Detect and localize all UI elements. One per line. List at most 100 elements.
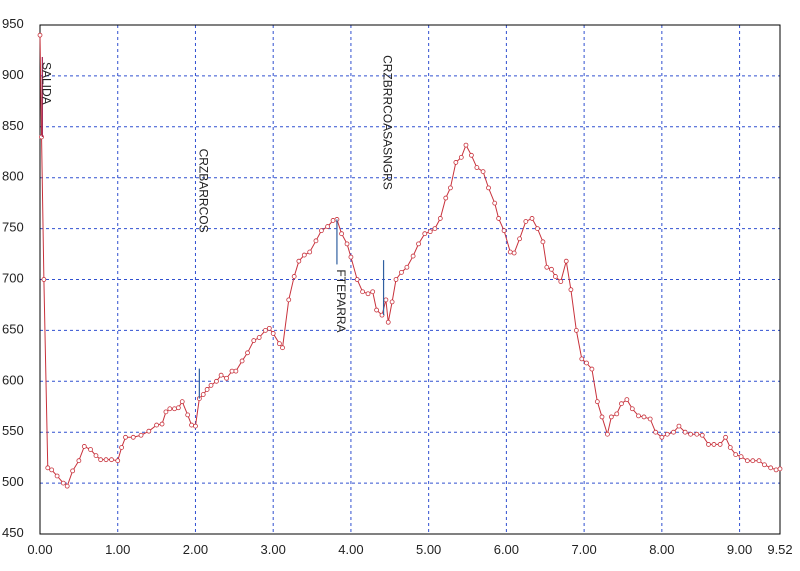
profile-point xyxy=(694,431,700,437)
profile-point xyxy=(492,200,498,206)
profile-point xyxy=(399,269,404,275)
profile-point xyxy=(443,195,449,201)
profile-point xyxy=(744,458,750,464)
profile-point xyxy=(270,331,276,336)
profile-point xyxy=(453,160,459,165)
profile-point xyxy=(81,444,87,449)
profile-point xyxy=(723,434,728,440)
profile-point xyxy=(214,378,219,384)
profile-point xyxy=(385,319,391,325)
profile-point xyxy=(682,429,688,435)
profile-point xyxy=(64,483,70,489)
profile-point xyxy=(280,345,285,351)
profile-point xyxy=(653,429,659,435)
profile-point xyxy=(193,423,198,429)
profile-point xyxy=(568,287,574,293)
profile-point xyxy=(344,241,350,247)
profile-point xyxy=(540,239,546,245)
profile-point xyxy=(251,338,257,343)
profile-point xyxy=(325,224,331,229)
profile-point xyxy=(474,165,480,170)
profile-point xyxy=(37,32,43,38)
profile-point xyxy=(41,277,47,282)
profile-point xyxy=(93,453,99,459)
profile-point xyxy=(664,431,670,437)
y-tick-label: 550 xyxy=(2,423,24,438)
x-tick-label: 7.00 xyxy=(571,542,596,557)
profile-point xyxy=(463,142,469,148)
x-tick-label: 9.52 xyxy=(767,542,792,557)
profile-point xyxy=(277,341,282,347)
profile-point xyxy=(544,264,550,270)
profile-point xyxy=(109,457,114,463)
profile-point xyxy=(688,431,694,437)
profile-point xyxy=(410,253,416,259)
profile-point xyxy=(167,406,173,412)
y-tick-label: 750 xyxy=(2,220,24,235)
x-tick-label: 0.00 xyxy=(27,542,52,557)
profile-point xyxy=(706,442,711,447)
profile-point xyxy=(185,412,191,418)
y-tick-label: 950 xyxy=(2,16,24,31)
x-tick-label: 3.00 xyxy=(261,542,286,557)
profile-point xyxy=(296,258,302,264)
profile-point xyxy=(291,274,297,279)
profile-point xyxy=(189,422,194,428)
profile-point xyxy=(599,414,605,420)
profile-point xyxy=(733,452,739,457)
profile-point xyxy=(624,397,630,403)
profile-point xyxy=(511,250,517,256)
profile-point xyxy=(659,434,665,440)
y-tick-label: 800 xyxy=(2,169,24,184)
profile-point xyxy=(218,372,224,378)
profile-point xyxy=(416,241,421,247)
profile-point xyxy=(584,360,589,366)
profile-point xyxy=(549,266,554,272)
profile-point xyxy=(60,480,66,486)
profile-point xyxy=(266,325,272,331)
profile-point xyxy=(374,307,379,313)
profile-point xyxy=(348,254,354,260)
profile-point xyxy=(432,226,438,232)
x-tick-label: 5.00 xyxy=(416,542,441,557)
profile-point xyxy=(699,432,705,438)
profile-point xyxy=(370,289,376,295)
profile-point xyxy=(629,406,635,412)
profile-point xyxy=(224,375,229,381)
profile-point xyxy=(738,454,744,460)
profile-point xyxy=(422,231,428,237)
profile-point xyxy=(130,434,136,440)
profile-point xyxy=(619,401,624,407)
profile-point xyxy=(389,299,395,305)
profile-point xyxy=(579,356,585,362)
profile-point xyxy=(777,466,783,472)
x-tick-label: 2.00 xyxy=(183,542,208,557)
profile-point xyxy=(756,458,762,464)
profile-point xyxy=(245,350,250,356)
profile-point xyxy=(301,252,307,258)
profile-point xyxy=(563,258,569,264)
profile-point xyxy=(76,458,82,464)
profile-point xyxy=(383,297,389,303)
profile-point xyxy=(486,185,491,191)
profile-point xyxy=(318,228,324,234)
profile-point xyxy=(717,442,723,447)
profile-point xyxy=(573,327,579,333)
plot-frame xyxy=(39,24,781,535)
profile-point xyxy=(146,428,152,434)
y-tick-label: 600 xyxy=(2,372,24,387)
profile-point xyxy=(711,442,717,447)
profile-point xyxy=(768,465,774,471)
profile-point xyxy=(354,277,360,282)
profile-point xyxy=(641,414,647,420)
profile-point xyxy=(517,236,523,242)
profile-point xyxy=(263,327,268,333)
profile-point xyxy=(204,387,210,392)
profile-point xyxy=(750,458,756,464)
profile-point xyxy=(159,421,165,427)
x-tick-label: 6.00 xyxy=(494,542,519,557)
y-tick-label: 900 xyxy=(2,67,24,82)
profile-point xyxy=(45,465,51,471)
